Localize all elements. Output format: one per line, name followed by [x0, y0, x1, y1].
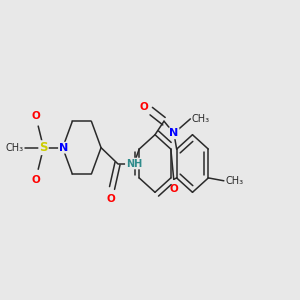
Text: N: N: [59, 143, 68, 153]
Text: S: S: [39, 141, 48, 154]
Text: O: O: [140, 102, 148, 112]
Text: CH₃: CH₃: [225, 176, 244, 186]
Text: O: O: [106, 194, 115, 204]
Text: O: O: [169, 184, 178, 194]
Text: CH₃: CH₃: [6, 143, 24, 153]
Text: CH₃: CH₃: [192, 114, 210, 124]
Text: O: O: [32, 175, 40, 185]
Text: NH: NH: [126, 158, 142, 169]
Text: O: O: [32, 110, 40, 121]
Text: N: N: [169, 128, 178, 138]
